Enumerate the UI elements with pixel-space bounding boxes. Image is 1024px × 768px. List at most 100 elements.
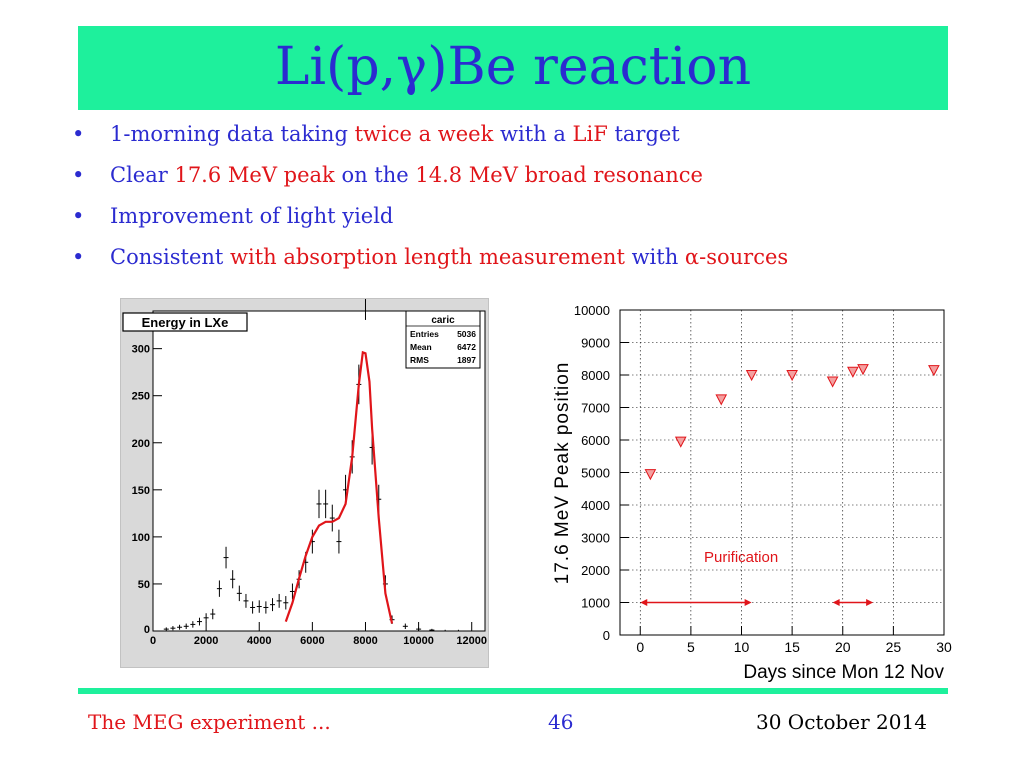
energy-histogram: Energy in LXe caric Entries 5036 Mean 64… <box>122 273 487 647</box>
fit-curve <box>284 350 394 624</box>
purification-arrow <box>640 599 752 606</box>
stats-value: 5036 <box>457 329 476 339</box>
data-point <box>276 593 282 608</box>
x-tick-label: 15 <box>784 639 800 655</box>
y-origin-label: 0 <box>144 624 150 636</box>
x-tick-label: 8000 <box>353 635 377 647</box>
x-tick-label: 4000 <box>247 635 271 647</box>
x-tick-label: 0 <box>636 639 644 655</box>
hist-title: Energy in LXe <box>142 315 229 330</box>
scatter-panel: Purification 17.6 MeV Peak position Days… <box>538 298 958 686</box>
x-tick-label: 0 <box>150 635 156 647</box>
stats-value: 6472 <box>457 342 476 352</box>
footer-date: 30 October 2014 <box>756 710 927 734</box>
data-point <box>336 529 342 554</box>
slide-title: Li(p,γ)Be reaction <box>274 37 752 97</box>
data-point <box>177 624 183 630</box>
y-tick-label: 2000 <box>581 563 610 578</box>
y-tick-label: 4000 <box>581 498 610 513</box>
data-point <box>270 598 276 612</box>
arrow-head-left <box>640 599 648 606</box>
y-tick-label: 6000 <box>581 433 610 448</box>
data-point <box>190 621 196 628</box>
arrow-head-left <box>832 599 840 606</box>
data-point <box>250 601 256 614</box>
y-tick-label: 300 <box>132 344 150 356</box>
data-point <box>210 608 216 620</box>
data-point <box>715 394 728 406</box>
data-point <box>256 600 262 613</box>
arrow-head-right <box>744 599 752 606</box>
data-point <box>316 489 322 519</box>
stats-box: caric Entries 5036 Mean 6472 RMS 1897 <box>405 310 481 369</box>
stats-label: Entries <box>410 329 439 339</box>
plot-frame <box>619 309 945 636</box>
data-point <box>243 593 249 608</box>
data-point <box>429 628 435 631</box>
data-point <box>745 370 758 382</box>
data-point <box>170 626 176 631</box>
histogram-panel: Energy in LXe caric Entries 5036 Mean 64… <box>120 273 489 668</box>
data-point <box>928 365 940 377</box>
y-tick-label: 150 <box>132 485 150 497</box>
data-point <box>230 570 236 589</box>
bullet-item: • Consistent with absorption length measu… <box>72 245 789 269</box>
data-point <box>216 580 222 597</box>
purification-arrow <box>832 599 874 606</box>
y-tick-label: 3000 <box>581 531 610 546</box>
x-tick-label: 10000 <box>403 635 434 647</box>
data-point <box>644 469 657 481</box>
data-point <box>223 546 229 569</box>
stats-label: RMS <box>410 355 429 365</box>
x-tick-label: 2000 <box>194 635 218 647</box>
data-point <box>263 601 269 614</box>
x-tick-label: 20 <box>835 639 851 655</box>
data-point <box>674 436 687 448</box>
data-point <box>786 370 798 382</box>
x-tick-label: 12000 <box>456 635 487 647</box>
data-point <box>289 583 295 600</box>
y-tick-label: 5000 <box>581 466 610 481</box>
x-axis-label: Days since Mon 12 Nov <box>743 662 944 683</box>
x-tick-label: 10 <box>734 639 750 655</box>
data-point <box>857 364 869 376</box>
y-tick-label: 250 <box>132 391 150 403</box>
y-tick-label: 0 <box>603 628 610 643</box>
data-point <box>183 623 189 630</box>
data-point <box>196 617 202 626</box>
x-tick-label: 30 <box>936 639 952 655</box>
y-tick-label: 10000 <box>574 303 610 318</box>
data-point <box>442 629 448 632</box>
y-tick-label: 8000 <box>581 368 610 383</box>
bullet-item: • Clear 17.6 MeV peak on the 14.8 MeV bro… <box>72 163 703 187</box>
y-tick-label: 200 <box>132 438 150 450</box>
y-tick-label: 100 <box>132 532 150 544</box>
bullet-item: • 1-morning data taking twice a week with… <box>72 122 680 146</box>
x-tick-label: 25 <box>886 639 902 655</box>
y-tick-label: 50 <box>138 579 150 591</box>
x-tick-label: 5 <box>687 639 695 655</box>
data-point <box>329 504 335 532</box>
footer-divider <box>78 688 948 694</box>
footer-left: The MEG experiment ... <box>88 710 331 734</box>
bullet-list: • 1-morning data taking twice a week with… <box>70 118 970 282</box>
stats-label: Mean <box>410 342 432 352</box>
data-point <box>203 613 209 623</box>
hist-title-box: Energy in LXe <box>122 312 248 332</box>
data-point <box>283 596 289 610</box>
stats-value: 1897 <box>457 355 476 365</box>
peak-position-scatter: Purification 17.6 MeV Peak position Days… <box>552 303 952 683</box>
data-point <box>847 366 859 378</box>
data-point <box>416 627 422 631</box>
data-point <box>163 627 169 631</box>
data-point <box>323 489 329 519</box>
purification-label: Purification <box>704 549 778 566</box>
data-point <box>455 629 461 632</box>
data-point <box>236 585 242 602</box>
stats-name: caric <box>431 315 455 326</box>
bullet-item: • Improvement of light yield <box>72 204 394 228</box>
y-axis-label: 17.6 MeV Peak position <box>552 362 573 585</box>
page-number: 46 <box>548 710 574 734</box>
arrow-head-right <box>866 599 874 606</box>
title-bar: Li(p,γ)Be reaction <box>78 26 948 110</box>
